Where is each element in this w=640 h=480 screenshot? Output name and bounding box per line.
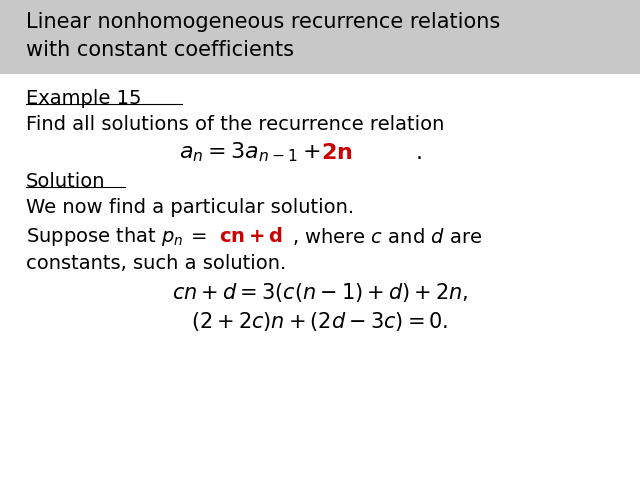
- Text: Suppose that $p_n\,=$: Suppose that $p_n\,=$: [26, 225, 206, 248]
- Text: $\bf{cn + d}$: $\bf{cn + d}$: [219, 227, 282, 246]
- Text: $.$: $.$: [415, 142, 421, 164]
- Text: , where $c$ and $d$ are: , where $c$ and $d$ are: [292, 226, 482, 247]
- Text: We now find a particular solution.: We now find a particular solution.: [26, 198, 354, 217]
- FancyBboxPatch shape: [0, 0, 640, 74]
- Text: $(2 + 2c)n + (2d - 3c) = 0.$: $(2 + 2c)n + (2d - 3c) = 0.$: [191, 310, 449, 333]
- Text: Example 15: Example 15: [26, 89, 141, 108]
- Text: $a_n = 3a_{n-1} + $: $a_n = 3a_{n-1} + $: [179, 141, 320, 165]
- Text: Solution: Solution: [26, 172, 105, 191]
- Text: Find all solutions of the recurrence relation: Find all solutions of the recurrence rel…: [26, 115, 444, 134]
- Text: $cn + d = 3(c(n - 1) + d) + 2n,$: $cn + d = 3(c(n - 1) + d) + 2n,$: [172, 281, 468, 304]
- Text: Linear nonhomogeneous recurrence relations
with constant coefficients: Linear nonhomogeneous recurrence relatio…: [26, 12, 500, 60]
- Text: constants, such a solution.: constants, such a solution.: [26, 253, 286, 273]
- Text: $\bf{2n}$: $\bf{2n}$: [321, 142, 353, 164]
